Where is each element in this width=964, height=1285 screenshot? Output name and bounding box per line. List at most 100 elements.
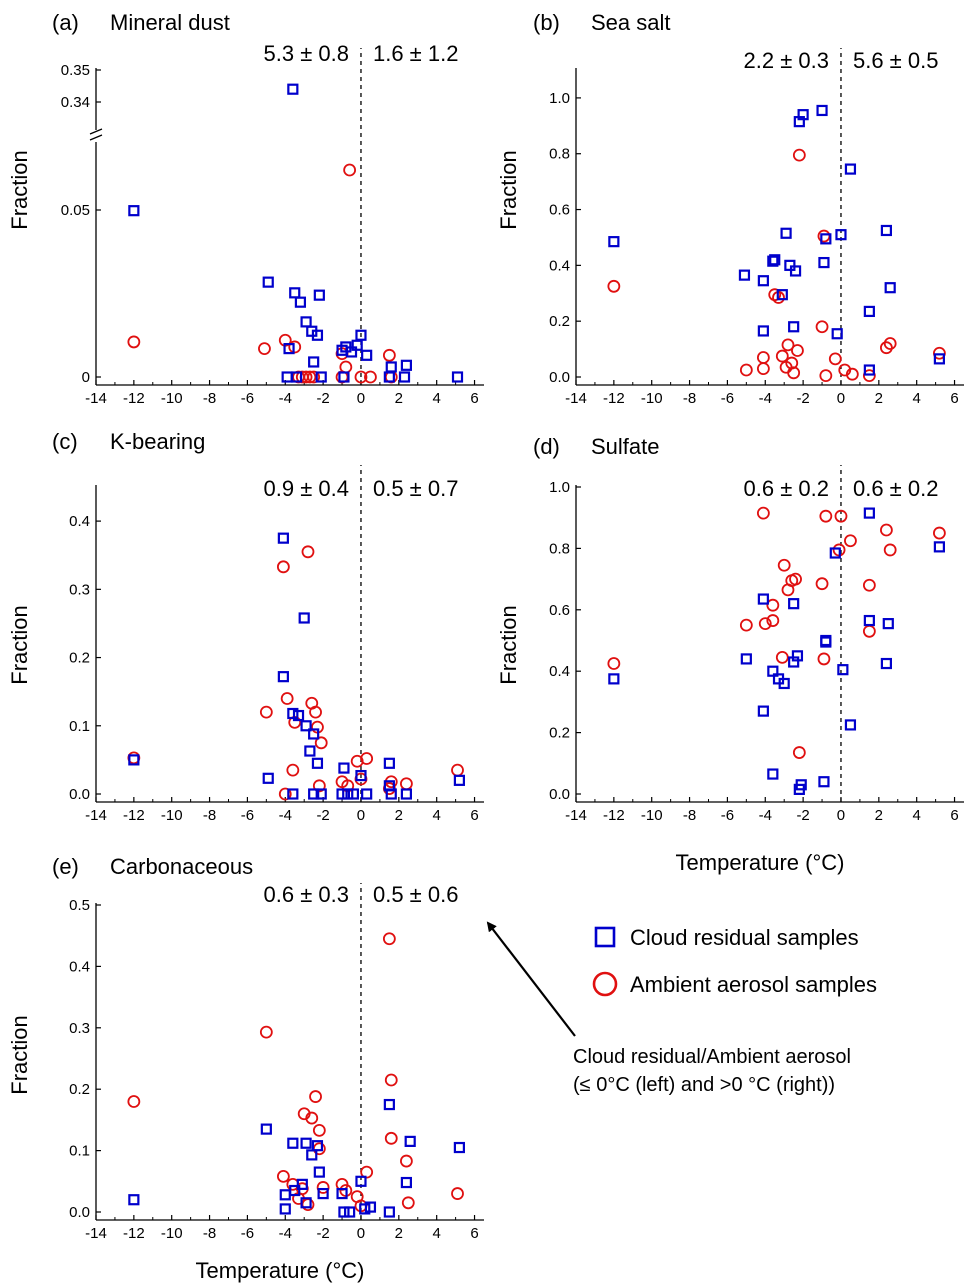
- ambient-point: [844, 534, 857, 548]
- x-tick-label: 4: [913, 807, 921, 824]
- ambient-point: [775, 650, 789, 664]
- ambient-point: [758, 617, 772, 631]
- ambient-point: [756, 351, 770, 364]
- x-tick-label: -10: [161, 807, 183, 824]
- ratio-right: 5.6 ± 0.5: [853, 48, 938, 73]
- cloud-point: [355, 1175, 367, 1187]
- x-tick-label: -2: [796, 807, 809, 824]
- panel-label: (a): [52, 10, 79, 35]
- ambient-point: [834, 509, 848, 523]
- cloud-point: [287, 788, 299, 800]
- x-tick-label: 2: [875, 807, 883, 824]
- cloud-point: [835, 229, 847, 241]
- cloud-point: [338, 1206, 350, 1218]
- cloud-point: [345, 346, 358, 358]
- cloud-point: [300, 720, 312, 732]
- x-tick-label: -10: [161, 390, 183, 407]
- x-tick-label: -6: [241, 1225, 254, 1242]
- cloud-point: [128, 205, 140, 217]
- legend-ambient-marker: [592, 971, 618, 997]
- cloud-point: [294, 296, 307, 308]
- ambient-point: [607, 279, 621, 293]
- ratio-left: 2.2 ± 0.3: [744, 48, 829, 73]
- y-axis-title: Fraction: [7, 1015, 32, 1094]
- ambient-point: [280, 692, 294, 705]
- cloud-point: [863, 364, 875, 376]
- ambient-point: [360, 752, 374, 765]
- ambient-point: [828, 352, 842, 366]
- cloud-point: [300, 316, 312, 328]
- y-tick-label: 0.8: [549, 146, 570, 163]
- cloud-point: [844, 163, 857, 175]
- ambient-point: [343, 163, 357, 177]
- ambient-point: [775, 349, 789, 363]
- cloud-point: [308, 356, 320, 368]
- ambient-point: [845, 367, 859, 381]
- cloud-point: [277, 532, 289, 544]
- cloud-point: [336, 1187, 348, 1200]
- cloud-point: [277, 671, 289, 683]
- ambient-point: [819, 509, 833, 523]
- x-tick-label: 2: [395, 807, 403, 824]
- y-tick-label: 0.05: [61, 202, 90, 219]
- ambient-point: [303, 370, 317, 384]
- cloud-point: [863, 507, 875, 519]
- panel-title: Carbonaceous: [110, 854, 253, 879]
- ambient-point: [382, 348, 396, 362]
- ambient-point: [791, 344, 804, 357]
- ambient-point: [777, 558, 791, 572]
- cloud-point: [863, 614, 875, 627]
- panel-e: -14 -12 -10 -8 -6 -4 -2 0 2 4 6 0.0 0.1 0.2 0.3 0.4 0.5 (…: [7, 854, 484, 1283]
- x-tick-label: 0: [837, 807, 845, 824]
- panel-label: (d): [533, 434, 560, 459]
- cloud-point: [788, 321, 800, 333]
- cloud-point: [757, 275, 769, 287]
- x-tick-label: -6: [721, 390, 734, 407]
- ambient-point: [766, 614, 780, 627]
- x-tick-label: -14: [565, 807, 587, 824]
- cloud-point: [383, 1098, 395, 1111]
- cloud-point: [385, 788, 397, 800]
- x-tick-label: 2: [875, 390, 883, 407]
- cloud-point: [400, 1176, 412, 1189]
- x-tick-label: -12: [603, 807, 625, 824]
- x-tick-label: -8: [203, 1225, 216, 1242]
- cloud-point: [308, 788, 320, 800]
- cloud-point: [128, 1194, 140, 1206]
- legend-cloud-label: Cloud residual samples: [630, 925, 859, 950]
- x-tick-label: -4: [279, 807, 292, 824]
- cloud-point: [291, 371, 303, 383]
- ambient-point: [883, 543, 897, 557]
- cloud-point: [793, 783, 805, 795]
- cloud-point: [315, 371, 327, 383]
- cloud-point: [608, 236, 620, 248]
- ambient-point: [341, 779, 355, 793]
- ambient-point: [259, 1025, 273, 1039]
- cloud-point: [311, 757, 324, 769]
- cloud-point: [342, 788, 354, 800]
- x-tick-label: -2: [316, 1225, 329, 1242]
- ambient-point: [314, 736, 328, 750]
- cloud-point: [296, 1178, 308, 1190]
- cloud-point: [287, 1137, 299, 1149]
- y-tick-label: 0.1: [69, 718, 90, 735]
- ambient-point: [305, 1111, 319, 1125]
- x-tick-label: -10: [641, 807, 663, 824]
- panel-title: Sulfate: [591, 434, 660, 459]
- x-tick-label: 6: [470, 1225, 478, 1242]
- cloud-point: [287, 707, 299, 720]
- cloud-point: [306, 1149, 318, 1161]
- x-tick-label: -4: [279, 1225, 292, 1242]
- cloud-point: [740, 653, 752, 665]
- ambient-point: [399, 777, 413, 791]
- ratio-right: 0.5 ± 0.7: [373, 476, 458, 501]
- x-tick-label: -2: [796, 390, 809, 407]
- x-tick-label: -10: [641, 390, 663, 407]
- ratio-left: 0.9 ± 0.4: [264, 476, 349, 501]
- cloud-point: [361, 788, 373, 800]
- cloud-point: [315, 788, 327, 800]
- y-tick-label: 0.35: [61, 62, 90, 79]
- annotation-arrow: [486, 921, 576, 1037]
- panel-title: Sea salt: [591, 10, 671, 35]
